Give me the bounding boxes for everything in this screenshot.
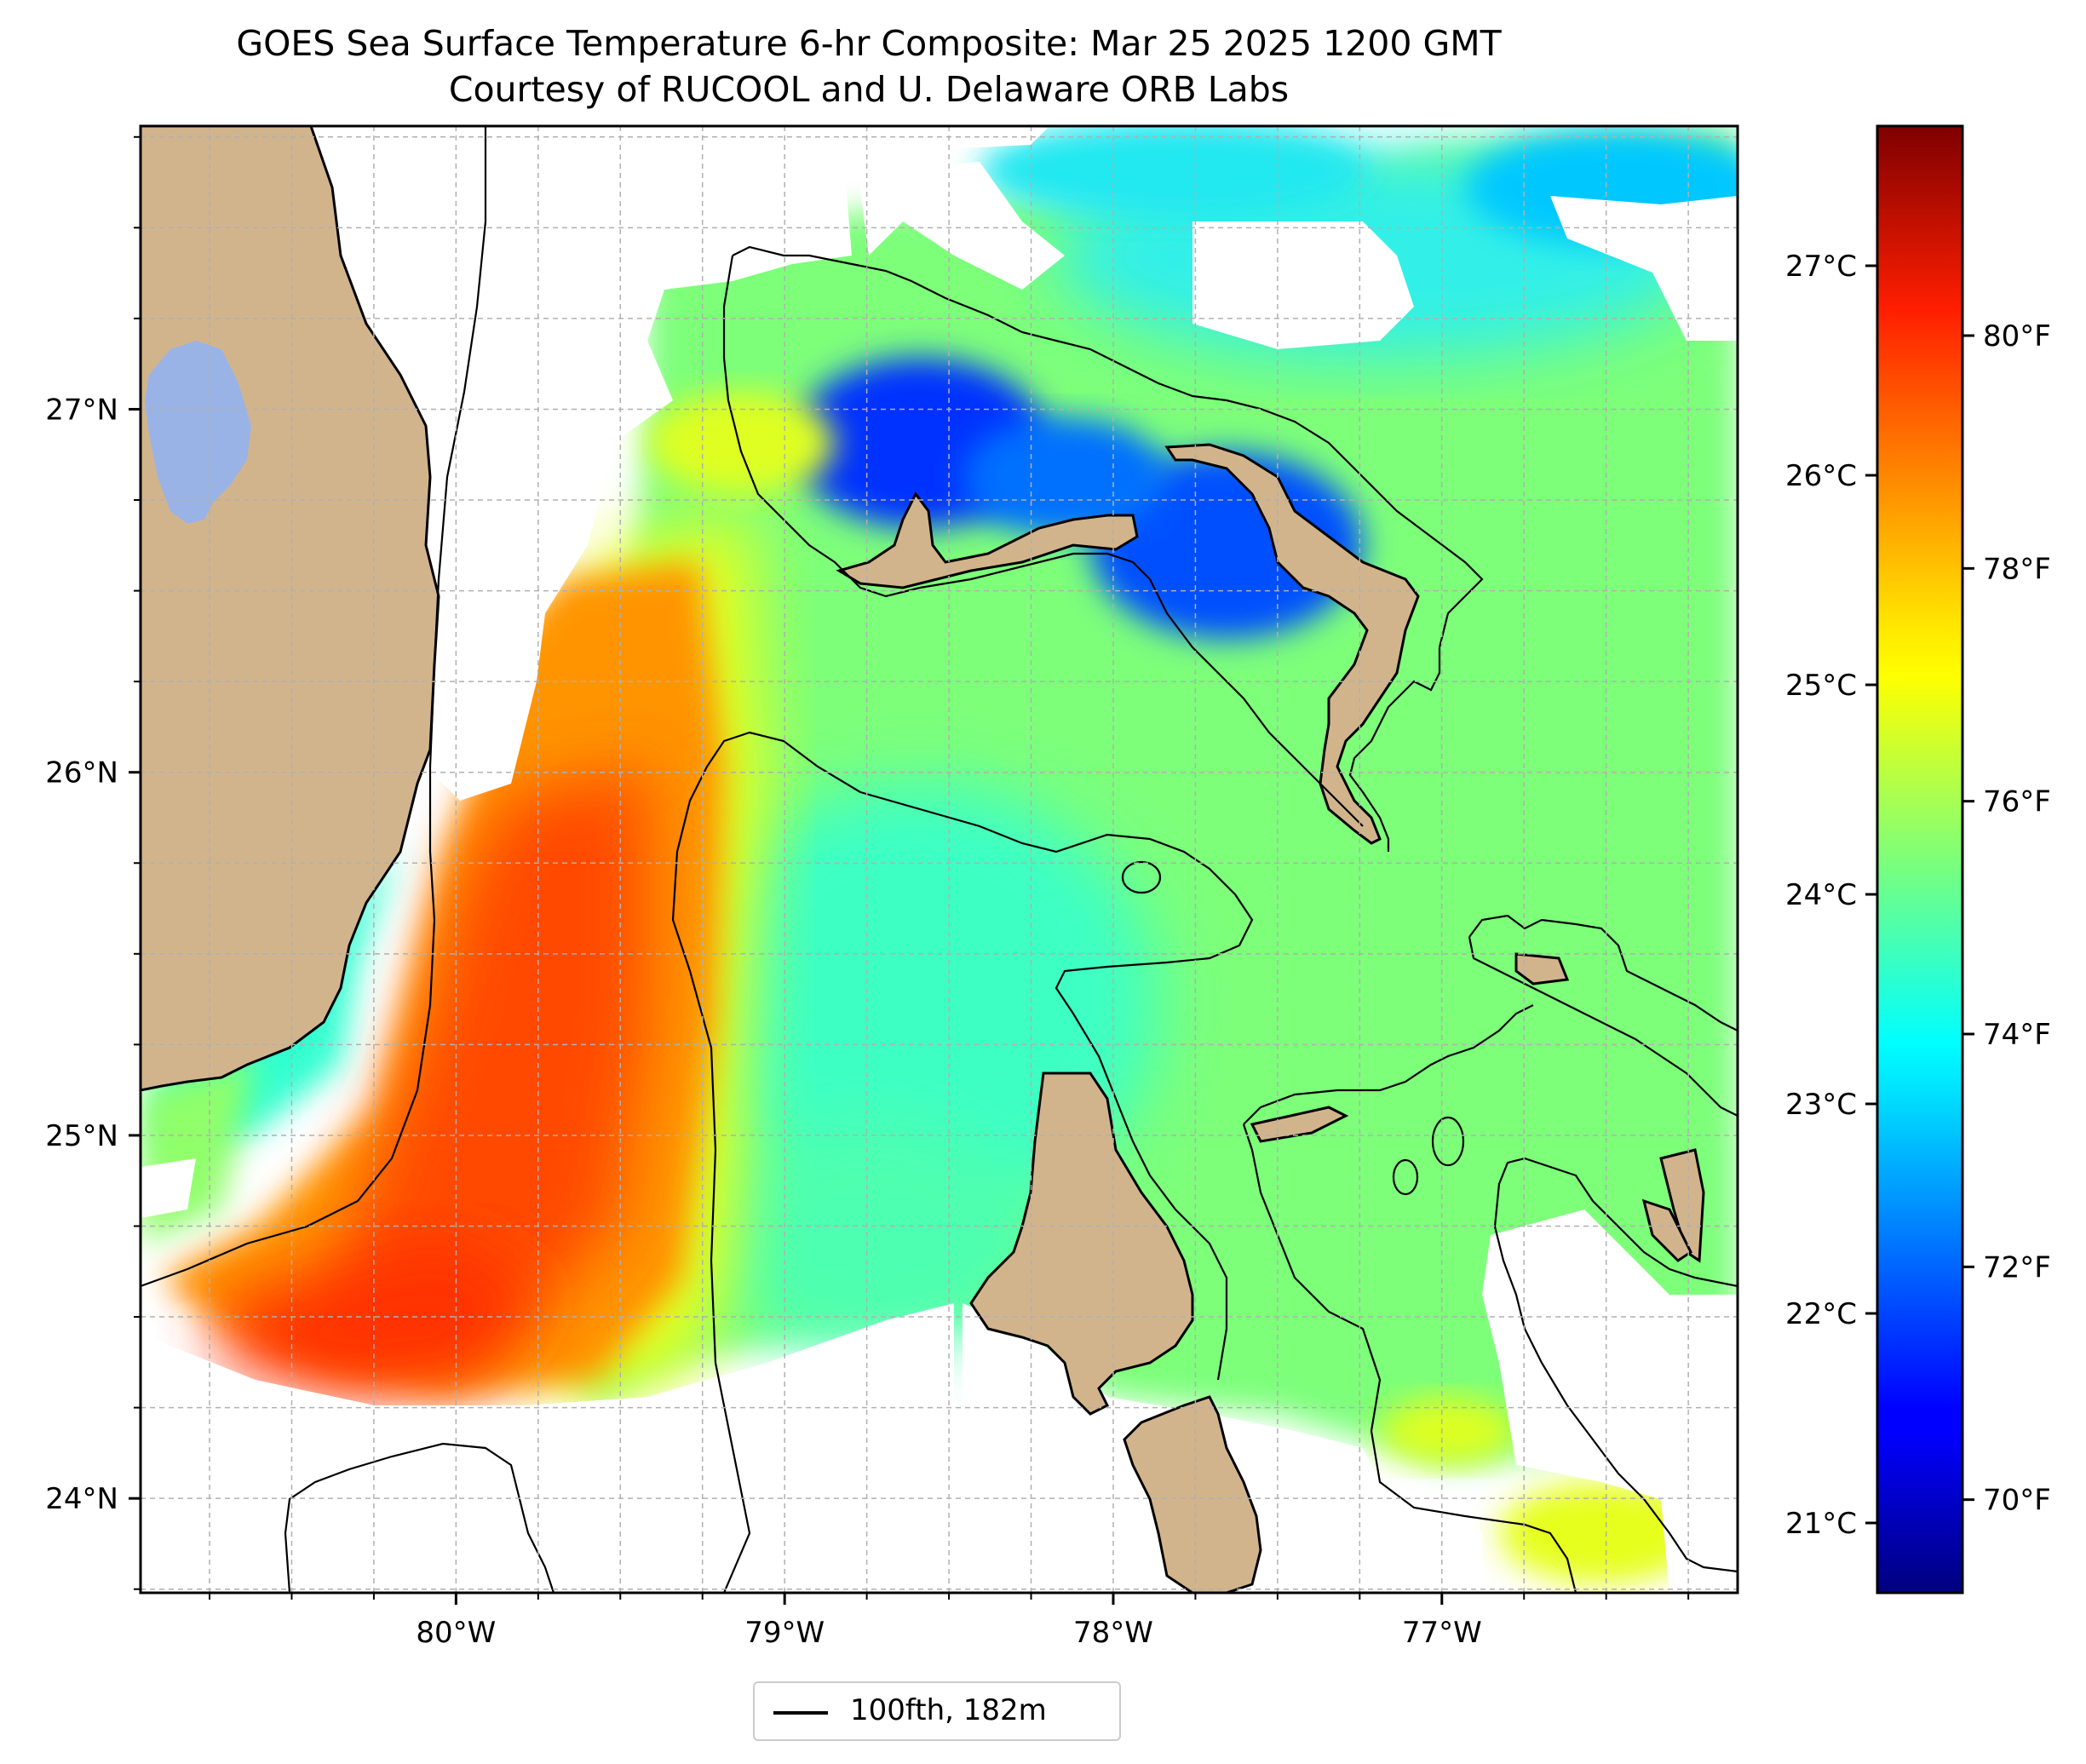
celsius-label: 22°C [1785, 1297, 1857, 1331]
lon-tick-label: 78°W [1073, 1616, 1153, 1650]
lat-tick-label: 26°N [45, 756, 118, 790]
celsius-label: 27°C [1785, 250, 1857, 284]
lake-okeechobee [145, 341, 251, 524]
legend-label: 100fth, 182m [850, 1693, 1047, 1727]
plot-area [141, 126, 1738, 1593]
lat-tick-label: 24°N [45, 1482, 118, 1516]
celsius-label: 24°C [1785, 878, 1857, 912]
celsius-label: 21°C [1785, 1507, 1857, 1541]
legend-line-swatch [773, 1711, 828, 1715]
map-subtitle: Courtesy of RUCOOL and U. Delaware ORB L… [448, 69, 1290, 110]
lon-tick-label: 80°W [416, 1616, 496, 1650]
fahrenheit-label: 72°F [1983, 1250, 2051, 1284]
celsius-label: 25°C [1785, 669, 1857, 703]
isobath-100fth [141, 126, 1738, 1593]
fahrenheit-label: 76°F [1983, 785, 2051, 819]
no-data-areas [141, 126, 1738, 1593]
colorbar-gradient [1877, 126, 1962, 1593]
colorbar: 21°C 22°C 23°C 24°C 25°C 26°C 27°C 70°F 72°F 74°F… [1785, 124, 2051, 1594]
fahrenheit-label: 78°F [1983, 552, 2051, 586]
celsius-label: 26°C [1785, 459, 1857, 493]
legend: 100fth, 182m [753, 1681, 1121, 1741]
fahrenheit-label: 70°F [1983, 1484, 2051, 1518]
fahrenheit-label: 74°F [1983, 1018, 2051, 1052]
gridlines [141, 126, 1738, 1593]
colorbar-frame [1876, 124, 1964, 1594]
plot-frame [139, 124, 1739, 1594]
lon-tick-label: 79°W [744, 1616, 825, 1650]
lat-tick-label: 25°N [45, 1119, 118, 1153]
map-title: GOES Sea Surface Temperature 6-hr Compos… [236, 23, 1502, 64]
lat-tick-label: 27°N [45, 393, 118, 427]
axis-ticks [129, 135, 1690, 1605]
axis-tick-labels: 80°W 79°W 78°W 77°W 24°N 25°N 26°N 27°N [45, 393, 1481, 1650]
fahrenheit-label: 80°F [1983, 319, 2051, 353]
celsius-label: 23°C [1785, 1088, 1857, 1122]
lon-tick-label: 77°W [1402, 1616, 1482, 1650]
sst-field [141, 126, 1738, 1584]
